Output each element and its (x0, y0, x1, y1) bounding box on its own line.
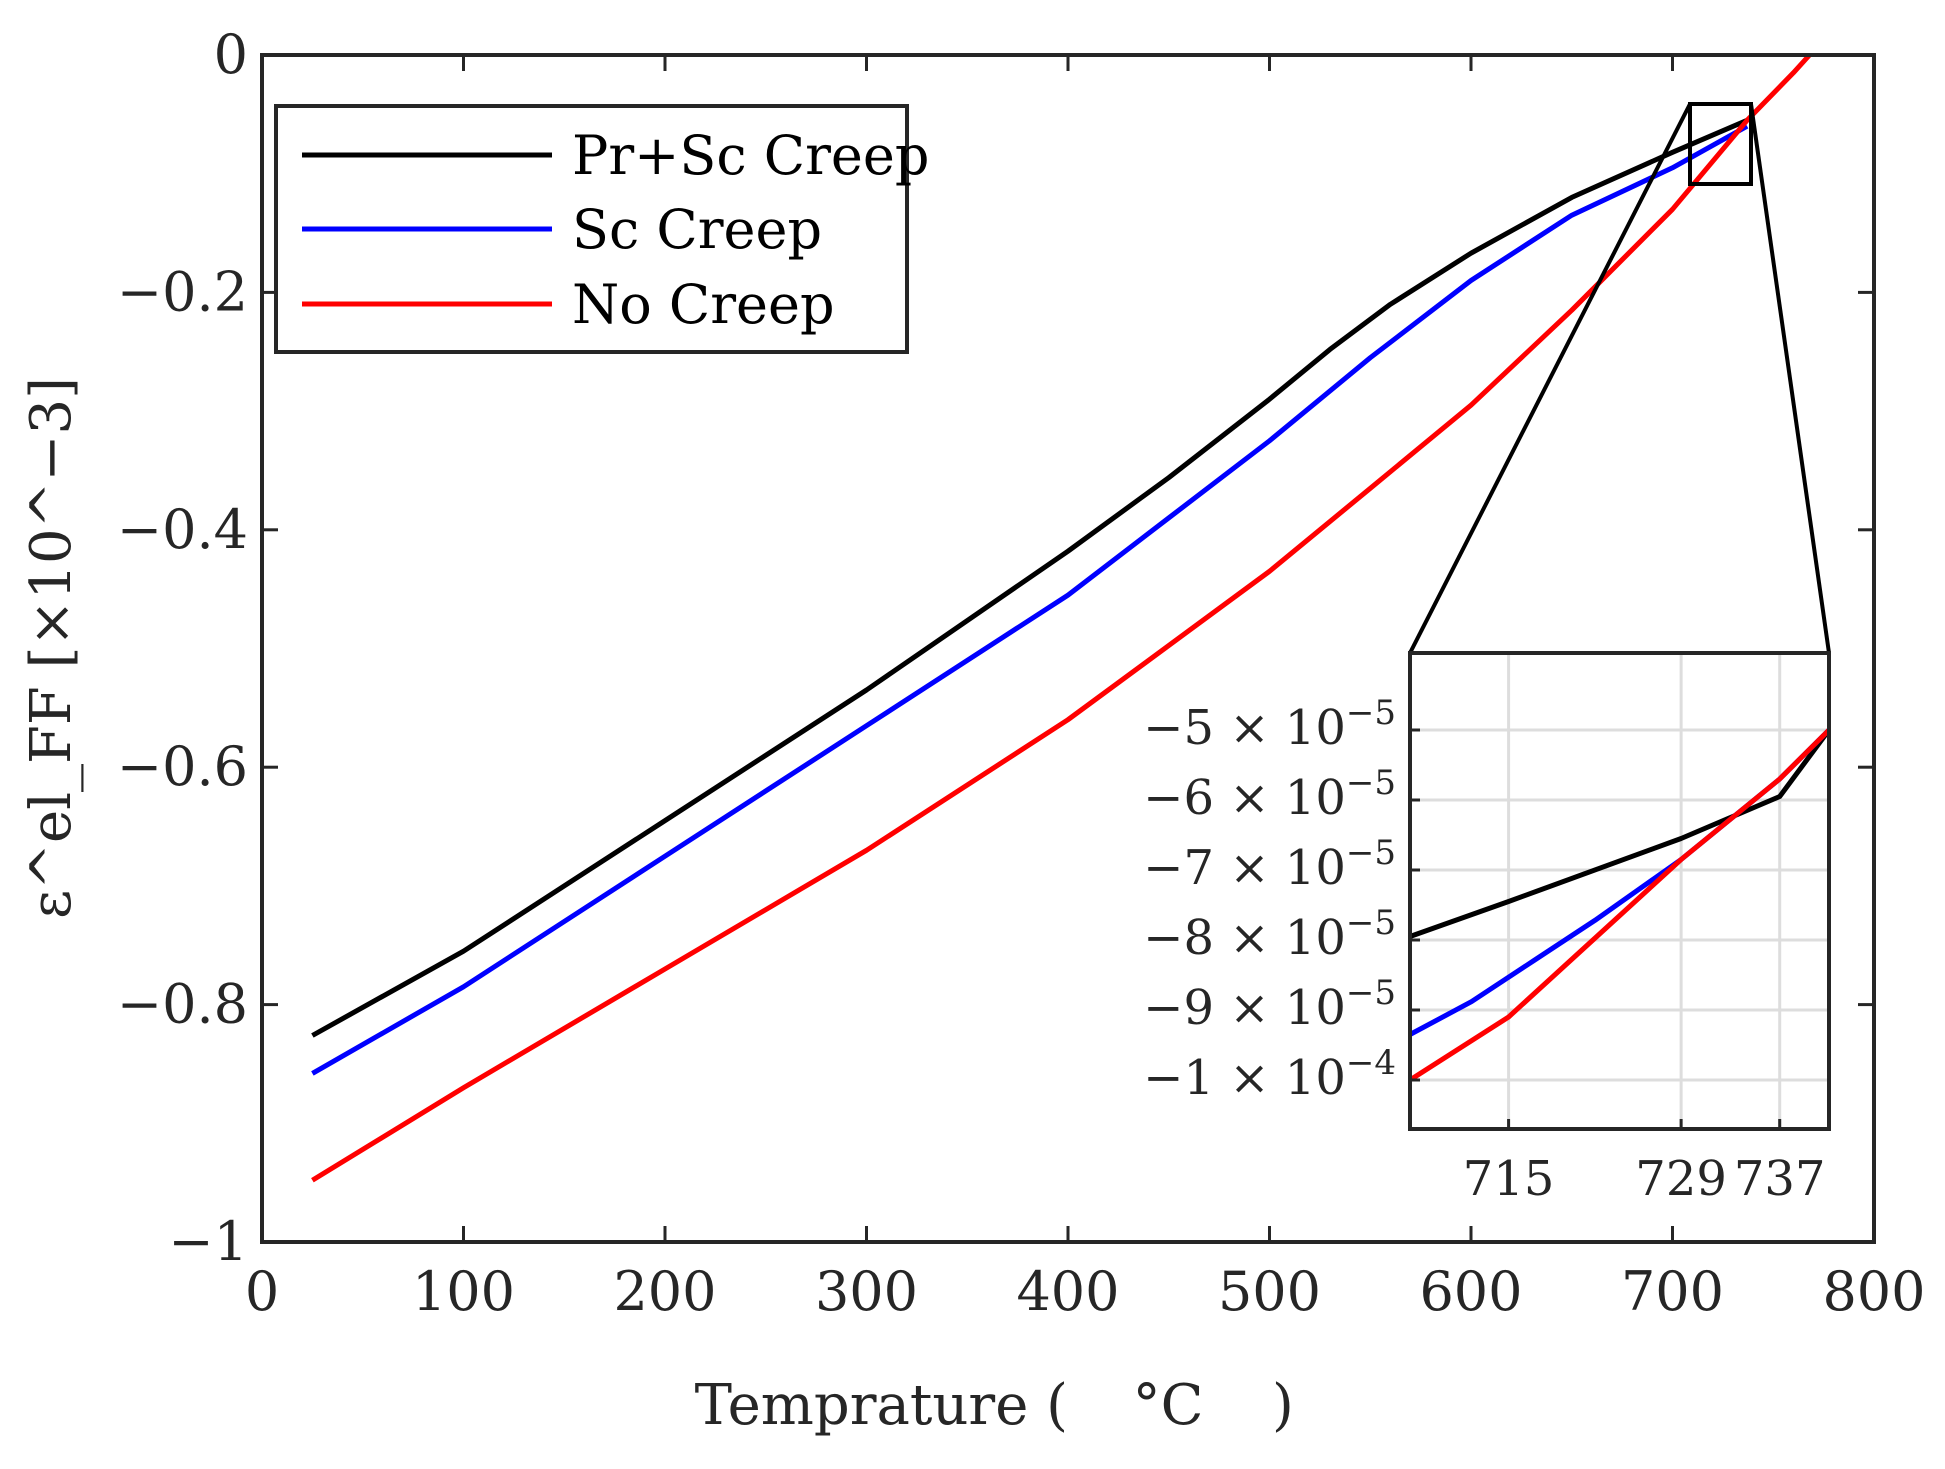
inset-y-tick-exponent: −5 (1346, 693, 1396, 733)
x-tick-label: 0 (245, 1260, 279, 1323)
y-tick-label: −0.4 (117, 498, 248, 561)
inset-grid (1410, 653, 1829, 1129)
inset-y-tick-exponent: −5 (1346, 903, 1396, 943)
main-series (311, 53, 1812, 1183)
main-y-ticks: 0 −0.2 −0.4 −0.6 −0.8 −1 (117, 23, 1874, 1273)
x-tick-label: 700 (1621, 1260, 1724, 1323)
x-tick-label: 300 (815, 1260, 918, 1323)
x-tick-label: 400 (1016, 1260, 1119, 1323)
y-axis-title: ε^el_FF [×10^−3] (19, 377, 84, 919)
inset-y-tick-exponent: −4 (1346, 1043, 1396, 1083)
legend: Pr+Sc Creep Sc Creep No Creep (274, 104, 929, 354)
x-tick-label: 100 (412, 1260, 515, 1323)
legend-label-pr-sc-creep: Pr+Sc Creep (572, 124, 929, 187)
main-x-ticks: 0 100 200 300 400 500 600 700 800 (245, 55, 1926, 1323)
inset-series (1408, 728, 1832, 1083)
legend-label-sc-creep: Sc Creep (572, 198, 822, 261)
x-axis-unit: °C (1133, 1373, 1204, 1438)
x-tick-label: 600 (1419, 1260, 1522, 1323)
inset-series-line-no-creep (1408, 728, 1831, 1083)
y-tick-label: −1 (168, 1210, 248, 1273)
x-tick-label: 500 (1218, 1260, 1321, 1323)
inset-y-tick-exponent: −5 (1346, 833, 1396, 873)
inset-y-tick-exponent: −5 (1346, 973, 1396, 1013)
series-line-no-creep (311, 53, 1812, 1183)
inset-x-tick-label: 737 (1734, 1151, 1826, 1207)
inset-x-tick-label: 729 (1635, 1151, 1727, 1207)
zoom-region-box (1688, 102, 1753, 186)
inset-x-tick-label: 715 (1463, 1151, 1555, 1207)
inset-y-tick-label: −9 × 10−5 (1143, 973, 1396, 1036)
inset-series-line-pr-sc-creep (1409, 728, 1832, 939)
y-tick-label: −0.8 (117, 973, 248, 1036)
y-tick-label: −0.2 (117, 260, 248, 323)
x-tick-label: 200 (613, 1260, 716, 1323)
series-line-pr-sc-creep (311, 118, 1749, 1038)
inset-background (1410, 653, 1829, 1129)
series-line-sc-creep (311, 124, 1749, 1076)
main-plot-frame (260, 53, 1876, 1244)
x-tick-label: 800 (1822, 1260, 1925, 1323)
legend-label-no-creep: No Creep (572, 273, 835, 336)
y-tick-label: −0.6 (117, 735, 248, 798)
inset-y-tick-exponent: −5 (1346, 763, 1396, 803)
zoom-connector-right (1749, 103, 1831, 654)
zoom-connector-left (1408, 103, 1692, 654)
inset-frame (1408, 651, 1831, 1131)
x-axis-unit-text: °C (1133, 1373, 1204, 1438)
x-axis-title: Temprature ( (695, 1373, 1068, 1438)
x-axis-title-close: ) (1272, 1373, 1294, 1438)
y-tick-label: 0 (214, 23, 248, 86)
